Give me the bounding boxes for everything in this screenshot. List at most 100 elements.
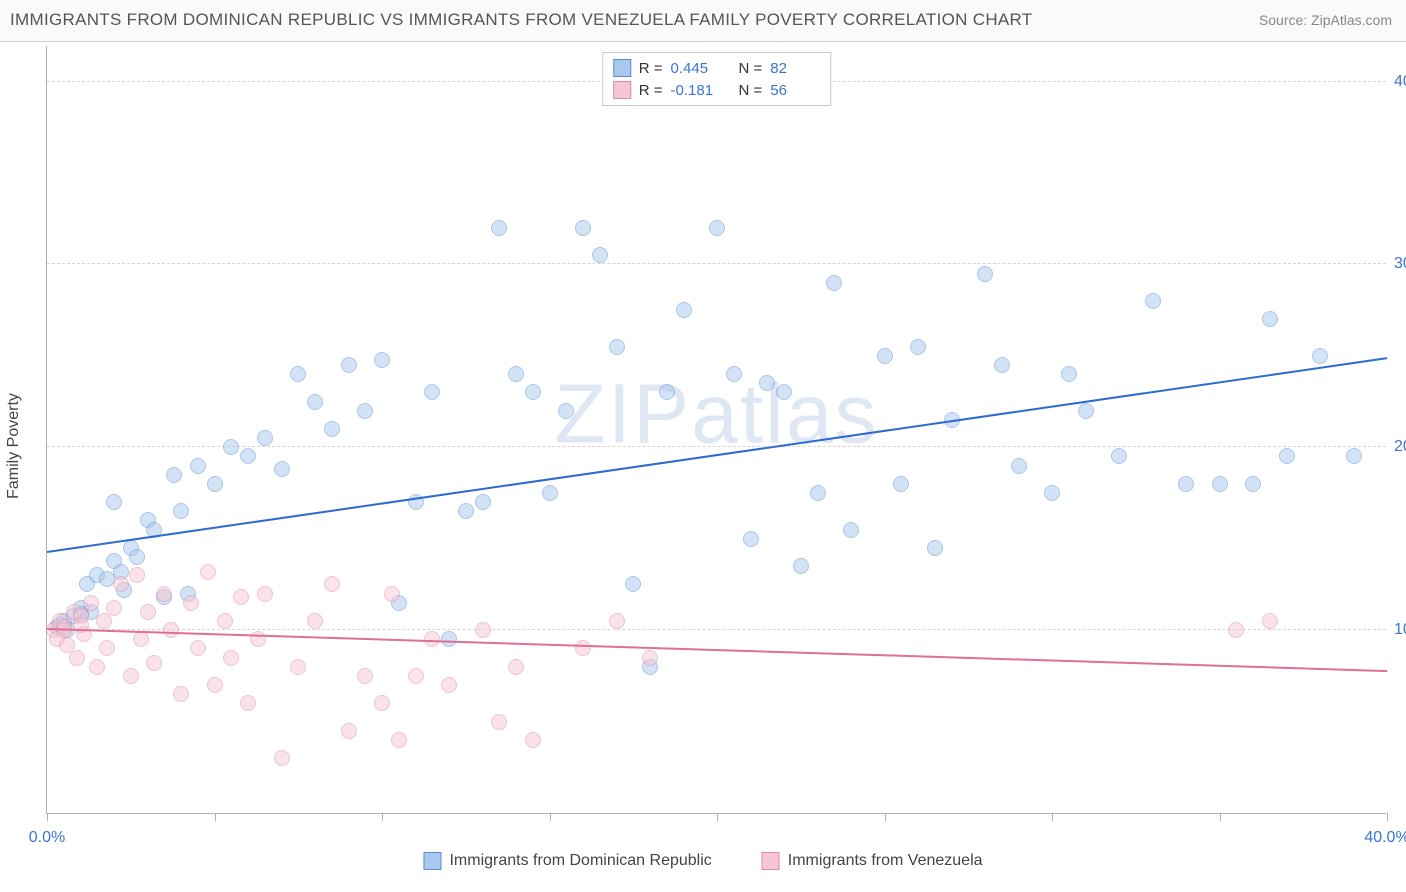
data-point [609,613,625,629]
gridline [47,446,1386,447]
data-point [575,220,591,236]
data-point [240,448,256,464]
y-tick-label: 40.0% [1394,73,1406,91]
data-point [190,640,206,656]
data-point [1145,293,1161,309]
data-point [341,723,357,739]
data-point [475,494,491,510]
data-point [927,540,943,556]
data-point [441,631,457,647]
legend-swatch [613,59,631,77]
data-point [1279,448,1295,464]
x-tick-label: 40.0% [1364,829,1406,847]
data-point [183,595,199,611]
data-point [357,668,373,684]
data-point [156,586,172,602]
data-point [324,421,340,437]
data-point [290,659,306,675]
r-label: R = [639,82,663,99]
data-point [1262,613,1278,629]
x-tick-label: 0.0% [29,829,65,847]
data-point [173,503,189,519]
data-point [642,650,658,666]
data-point [508,366,524,382]
data-point [384,586,400,602]
data-point [133,631,149,647]
x-tick [47,813,48,821]
data-point [190,458,206,474]
data-point [324,576,340,592]
data-point [810,485,826,501]
data-point [166,467,182,483]
data-point [1262,311,1278,327]
data-point [173,686,189,702]
data-point [441,677,457,693]
watermark-text: ZIPatlas [554,366,878,463]
n-label: N = [739,82,763,99]
data-point [223,650,239,666]
legend-swatch [762,852,780,870]
data-point [341,357,357,373]
data-point [491,220,507,236]
data-point [1346,448,1362,464]
data-point [1061,366,1077,382]
data-point [1111,448,1127,464]
data-point [106,494,122,510]
x-tick [215,813,216,821]
data-point [977,266,993,282]
n-label: N = [739,60,763,77]
data-point [759,375,775,391]
data-point [542,485,558,501]
data-point [793,558,809,574]
data-point [508,659,524,675]
data-point [129,549,145,565]
data-point [106,600,122,616]
data-point [391,732,407,748]
y-tick-label: 10.0% [1394,621,1406,639]
trend-line [47,628,1387,672]
data-point [408,668,424,684]
data-point [659,384,675,400]
y-axis-label: Family Poverty [5,393,23,499]
data-point [726,366,742,382]
r-value: -0.181 [671,82,721,99]
series-name: Immigrants from Dominican Republic [449,852,711,870]
data-point [475,622,491,638]
data-point [207,677,223,693]
scatter-plot-area: ZIPatlas R =0.445N =82R =-0.181N =56 10.… [46,46,1386,814]
x-tick [382,813,383,821]
legend-item: Immigrants from Dominican Republic [423,852,711,870]
data-point [200,564,216,580]
data-point [140,604,156,620]
data-point [307,613,323,629]
chart-header: IMMIGRANTS FROM DOMINICAN REPUBLIC VS IM… [0,0,1406,42]
legend-swatch [613,81,631,99]
y-tick-label: 30.0% [1394,255,1406,273]
data-point [743,531,759,547]
data-point [424,384,440,400]
data-point [525,384,541,400]
x-tick [1220,813,1221,821]
data-point [491,714,507,730]
data-point [99,640,115,656]
data-point [1178,476,1194,492]
data-point [307,394,323,410]
r-label: R = [639,60,663,77]
n-value: 56 [770,82,820,99]
data-point [1312,348,1328,364]
data-point [1212,476,1228,492]
data-point [123,668,139,684]
x-tick [1387,813,1388,821]
data-point [113,576,129,592]
data-point [223,439,239,455]
data-point [217,613,233,629]
data-point [893,476,909,492]
data-point [1078,403,1094,419]
data-point [69,650,85,666]
legend-row: R =0.445N =82 [613,57,821,79]
data-point [89,659,105,675]
x-tick [1052,813,1053,821]
data-point [374,352,390,368]
data-point [843,522,859,538]
data-point [207,476,223,492]
